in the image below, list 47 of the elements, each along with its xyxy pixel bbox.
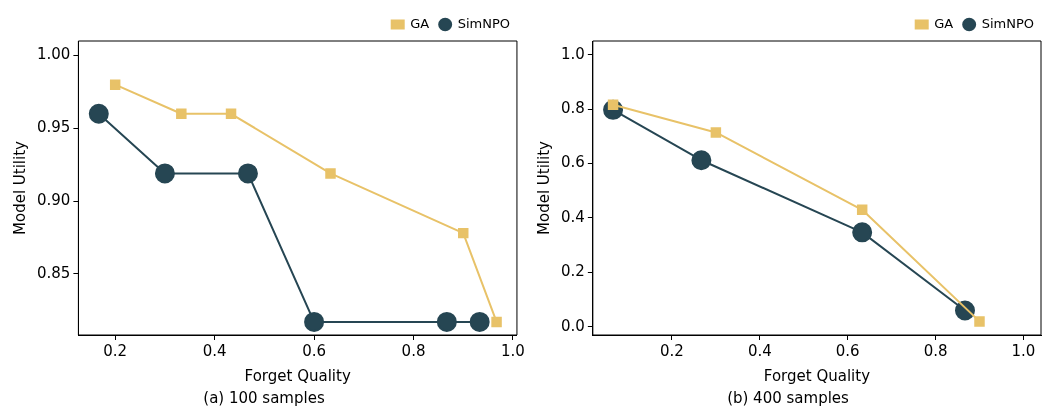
y-tick-label: 1.00: [36, 45, 71, 64]
x-axis-title: Forget Quality: [763, 366, 871, 385]
point: [304, 311, 325, 332]
x-tick-label: 0.4: [202, 341, 227, 360]
y-axis-title: Model Utility: [534, 140, 553, 235]
point: [856, 204, 868, 216]
x-tick-label: 0.8: [401, 341, 426, 360]
point: [974, 316, 985, 327]
y-tick-label: 0.0: [561, 316, 585, 335]
point: [154, 163, 175, 184]
point: [225, 108, 237, 120]
x-tick-label: 0.6: [302, 341, 327, 360]
point: [691, 150, 712, 171]
point: [458, 227, 469, 239]
point: [710, 127, 722, 138]
y-tick-label: 1.0: [561, 44, 585, 63]
y-tick-label: 0.6: [561, 153, 585, 172]
point: [436, 311, 457, 332]
y-tick-label: 0.8: [561, 98, 585, 117]
x-tick-label: 1.0: [501, 341, 525, 360]
legend-label: SimNPO: [981, 15, 1034, 31]
y-tick-label: 0.85: [36, 263, 71, 282]
x-tick-label: 0.2: [103, 341, 128, 360]
point: [491, 316, 502, 328]
y-tick-label: 0.95: [36, 118, 71, 137]
y-tick-label: 0.2: [561, 262, 585, 281]
point: [469, 311, 490, 332]
legend-label: GA: [934, 15, 954, 31]
x-tick-label: 1.0: [1011, 341, 1036, 360]
point: [88, 103, 109, 124]
point: [176, 108, 187, 120]
text: (b) 400 samples: [727, 388, 850, 407]
x-axis-title: Forget Quality: [244, 366, 351, 385]
legend-label: SimNPO: [457, 15, 510, 31]
y-axis-title: Model Utility: [10, 140, 29, 235]
y-tick-label: 0.90: [36, 190, 71, 209]
x-tick-label: 0.8: [923, 341, 948, 360]
x-tick-label: 0.4: [747, 341, 772, 360]
y-tick-label: 0.4: [561, 207, 585, 226]
point: [109, 79, 121, 90]
point: [237, 163, 258, 184]
legend-label: GA: [410, 15, 430, 31]
text: (a) 100 samples: [203, 388, 325, 407]
x-tick-label: 0.6: [835, 341, 860, 360]
point: [852, 222, 873, 243]
point: [325, 168, 336, 179]
x-tick-label: 0.2: [660, 341, 684, 360]
